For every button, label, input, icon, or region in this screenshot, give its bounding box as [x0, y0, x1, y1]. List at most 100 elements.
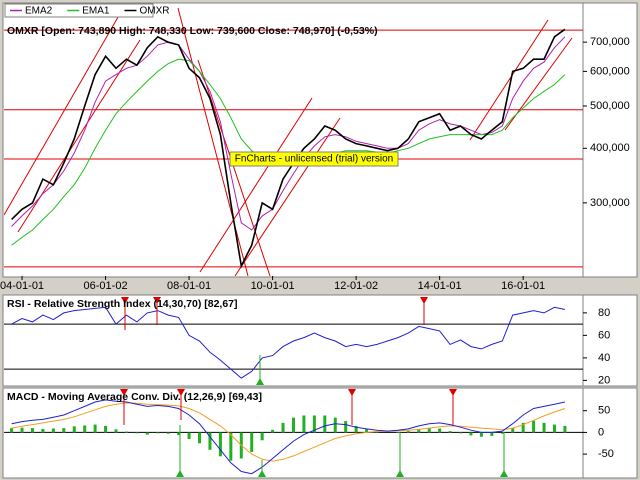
x-tick-label: 10-01-01 — [251, 280, 295, 292]
histogram-bar — [323, 415, 327, 433]
histogram-bar — [177, 432, 181, 436]
y-tick-label: 0 — [598, 426, 604, 438]
trend-line — [197, 59, 271, 276]
sell-marker — [348, 389, 356, 396]
y-tick-label: 600,000 — [590, 65, 630, 77]
x-tick-label: 08-01-01 — [167, 280, 211, 292]
buy-marker — [396, 470, 404, 477]
x-tick-label: 04-01-01 — [0, 280, 44, 292]
series-line — [11, 402, 566, 462]
histogram-bar — [552, 424, 556, 433]
sell-marker — [153, 297, 161, 304]
trend-line — [234, 117, 341, 276]
macd-panel — [2, 387, 638, 479]
histogram-bar — [218, 432, 222, 457]
plot-layer: -50 0 50 — [4, 399, 614, 475]
price-panel — [2, 2, 638, 278]
histogram-bar — [145, 432, 149, 435]
histogram-bar — [198, 432, 202, 444]
series-line — [11, 36, 566, 231]
histogram-bar — [83, 425, 87, 433]
histogram-bar — [62, 428, 66, 433]
sell-marker — [420, 297, 428, 304]
x-tick-label: 06-01-02 — [84, 280, 128, 292]
x-tick-label: 14-01-01 — [418, 280, 462, 292]
series-line — [11, 399, 566, 475]
legend-label: EMA2 — [25, 6, 53, 17]
histogram-bar — [291, 417, 295, 433]
y-tick-label: 700,000 — [590, 36, 630, 48]
histogram-bar — [30, 428, 34, 433]
series-line — [11, 306, 566, 379]
histogram-bar — [72, 426, 76, 433]
histogram-bar — [51, 428, 55, 433]
histogram-bar — [312, 415, 316, 433]
buy-marker — [176, 470, 184, 477]
histogram-bar — [10, 428, 14, 433]
trend-line — [469, 19, 549, 141]
watermark-box — [229, 151, 399, 167]
histogram-bar — [521, 422, 525, 433]
y-tick-label: 300,000 — [590, 197, 630, 209]
histogram-bar — [271, 429, 275, 433]
histogram-bar — [281, 422, 285, 433]
histogram-bar — [104, 425, 108, 433]
histogram-bar — [427, 428, 431, 433]
plot-layer: 300,000 400,000 500,000 600,000 700,000 04-01… — [0, 28, 630, 292]
histogram-bar — [208, 432, 212, 450]
histogram-bar — [135, 432, 139, 434]
histogram-bar — [479, 432, 483, 437]
histogram-bar — [354, 425, 358, 433]
histogram-bar — [563, 425, 567, 433]
histogram-bar — [114, 429, 118, 433]
rsi-panel — [2, 294, 638, 387]
histogram-bar — [459, 432, 463, 434]
histogram-bar — [417, 428, 421, 433]
macd-header: MACD - Moving Average Conv. Div. (12,26,… — [7, 391, 262, 403]
histogram-bar — [469, 432, 473, 436]
y-tick-label: 40 — [598, 352, 610, 364]
price-header: OMXR [Open: 743,890 High: 748,330 Low: 7… — [7, 25, 378, 37]
histogram-bar — [490, 432, 494, 436]
series-line — [11, 28, 566, 269]
histogram-bar — [511, 428, 515, 433]
y-tick-label: 80 — [598, 307, 610, 319]
buy-marker — [256, 378, 264, 385]
sell-marker — [449, 389, 457, 396]
histogram-bar — [20, 427, 24, 433]
buy-marker — [500, 470, 508, 477]
plot-layer: 20 40 60 80 — [4, 306, 610, 386]
x-tick-label: 12-01-02 — [334, 280, 378, 292]
histogram-bar — [365, 428, 369, 433]
y-tick-label: 500,000 — [590, 100, 630, 112]
trend-line — [199, 97, 313, 273]
sell-marker — [120, 389, 128, 396]
histogram-bar — [124, 431, 128, 433]
y-tick-label: 60 — [598, 329, 610, 341]
histogram-bar — [302, 415, 306, 433]
histogram-bar — [187, 432, 191, 439]
y-tick-label: 20 — [598, 374, 610, 386]
x-tick-label: 16-01-01 — [501, 280, 545, 292]
histogram-bar — [344, 421, 348, 433]
histogram-bar — [250, 432, 254, 452]
sell-marker — [177, 389, 185, 396]
watermark: FnCharts - unlicensed (trial) version — [235, 154, 393, 165]
y-tick-label: 400,000 — [590, 142, 630, 154]
histogram-bar — [500, 432, 504, 434]
histogram-bar — [448, 431, 452, 433]
y-tick-label: 50 — [598, 405, 610, 417]
histogram-bar — [229, 432, 233, 461]
histogram-bar — [93, 424, 97, 433]
buy-marker — [258, 470, 266, 477]
histogram-bar — [333, 417, 337, 433]
legend-label: EMA1 — [82, 6, 110, 17]
histogram-bar — [438, 428, 442, 433]
y-tick-label: -50 — [598, 448, 614, 460]
legend-label: OMXR — [139, 6, 169, 17]
histogram-bar — [166, 432, 170, 434]
histogram-bar — [406, 431, 410, 433]
histogram-bar — [542, 422, 546, 433]
histogram-bar — [260, 432, 264, 441]
